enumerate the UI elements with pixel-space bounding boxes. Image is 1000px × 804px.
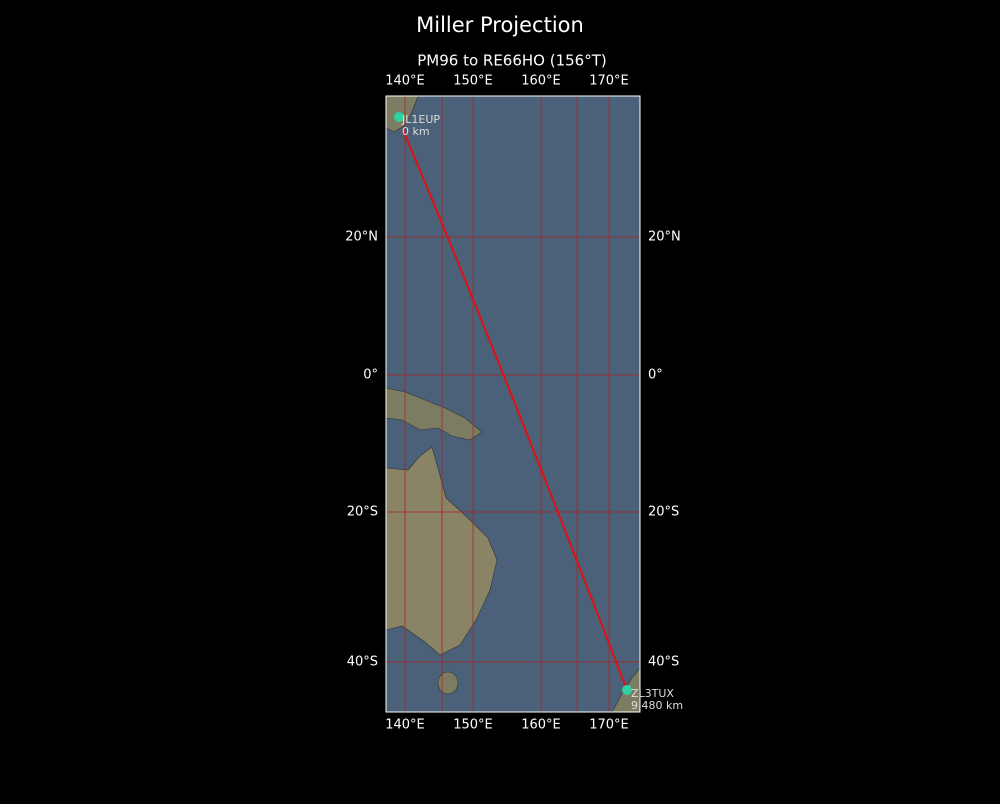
subtitle: PM96 to RE66HO (156°T)	[417, 52, 607, 70]
land-new-guinea	[386, 387, 483, 441]
station-marker	[622, 685, 632, 695]
lon-tick-label: 170°E	[589, 74, 629, 89]
station-marker	[394, 112, 404, 122]
lon-tick-label: 160°E	[521, 74, 561, 89]
lat-tick-label: 20°S	[347, 505, 378, 520]
land-tasmania	[437, 671, 459, 695]
lon-tick-label: 160°E	[521, 718, 561, 733]
lon-tick-label: 150°E	[453, 718, 493, 733]
lon-tick-label: 140°E	[385, 718, 425, 733]
lat-tick-label: 0°	[363, 368, 378, 383]
station-distance: 9,480 km	[631, 699, 683, 712]
graticule	[386, 96, 640, 712]
lon-tick-label: 170°E	[589, 718, 629, 733]
station-call: ZL3TUX	[631, 687, 674, 700]
lat-tick-label: 20°N	[648, 230, 681, 245]
lon-tick-label: 140°E	[385, 74, 425, 89]
map-frame	[385, 95, 641, 713]
title: Miller Projection	[416, 13, 584, 37]
great-circle-path	[402, 129, 628, 691]
lon-tick-label: 150°E	[453, 74, 493, 89]
map-area	[386, 96, 640, 712]
lat-tick-label: 40°S	[347, 655, 378, 670]
lat-tick-label: 40°S	[648, 655, 679, 670]
lat-tick-label: 20°N	[345, 230, 378, 245]
lat-tick-label: 20°S	[648, 505, 679, 520]
lat-tick-label: 0°	[648, 368, 663, 383]
station-call: JL1EUP	[401, 113, 440, 126]
station-distance: 0 km	[402, 125, 430, 138]
